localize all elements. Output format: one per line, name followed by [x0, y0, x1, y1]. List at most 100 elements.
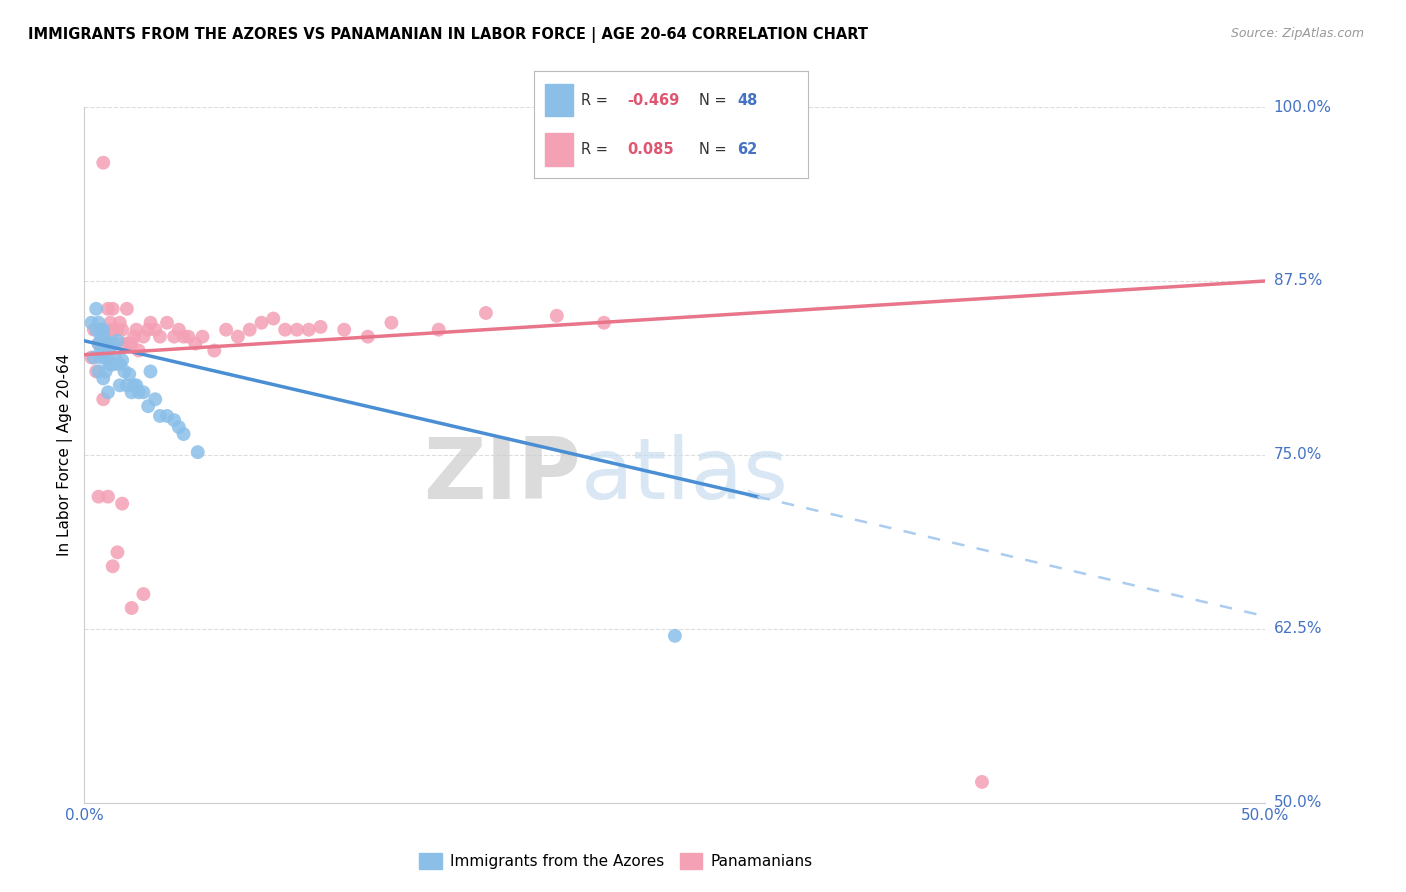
Point	[156, 409, 179, 423]
Point	[101, 559, 124, 574]
Point	[90, 351, 112, 365]
Point	[87, 336, 110, 351]
Point	[87, 336, 110, 351]
Point	[163, 329, 186, 343]
Point	[121, 601, 143, 615]
Text: IMMIGRANTS FROM THE AZORES VS PANAMANIAN IN LABOR FORCE | AGE 20-64 CORRELATION : IMMIGRANTS FROM THE AZORES VS PANAMANIAN…	[28, 27, 868, 43]
Point	[357, 329, 380, 343]
Point	[87, 364, 110, 378]
Point	[111, 323, 134, 337]
Point	[136, 399, 159, 413]
Point	[98, 316, 121, 330]
Point	[115, 378, 138, 392]
Point	[107, 545, 129, 559]
Point	[380, 316, 402, 330]
Point	[173, 329, 195, 343]
Point	[80, 351, 103, 365]
Point	[132, 329, 155, 343]
Point	[90, 329, 112, 343]
Point	[80, 316, 103, 330]
Point	[970, 775, 993, 789]
Point	[91, 329, 114, 343]
Text: R =: R =	[581, 93, 613, 108]
Point	[149, 409, 172, 423]
Point	[664, 629, 686, 643]
Point	[475, 306, 498, 320]
Bar	[546, 84, 572, 116]
Point	[97, 353, 120, 368]
Point	[111, 497, 134, 511]
Point	[111, 353, 134, 368]
Point	[94, 329, 117, 343]
Point	[132, 385, 155, 400]
Point	[83, 351, 105, 365]
Point	[167, 420, 190, 434]
Point	[101, 323, 124, 337]
Point	[139, 364, 162, 378]
Point	[108, 378, 131, 392]
Text: 100.0%: 100.0%	[1274, 100, 1331, 114]
Point	[84, 323, 107, 337]
Point	[121, 385, 143, 400]
Text: 62: 62	[737, 142, 758, 157]
Text: 50.0%: 50.0%	[1274, 796, 1322, 810]
Point	[128, 385, 150, 400]
Text: R =: R =	[581, 142, 617, 157]
Point	[546, 309, 568, 323]
Point	[118, 368, 141, 382]
Point	[94, 334, 117, 348]
Point	[139, 316, 162, 330]
Point	[108, 358, 131, 372]
Point	[298, 323, 321, 337]
Point	[104, 351, 127, 365]
Point	[91, 155, 114, 169]
Point	[87, 316, 110, 330]
Point	[114, 364, 136, 378]
Point	[309, 319, 332, 334]
Point	[177, 329, 200, 343]
Point	[143, 323, 166, 337]
Point	[427, 323, 450, 337]
Text: atlas: atlas	[581, 434, 789, 517]
Point	[333, 323, 356, 337]
Point	[187, 445, 209, 459]
Point	[215, 323, 238, 337]
Point	[173, 427, 195, 442]
Point	[108, 316, 131, 330]
Point	[84, 301, 107, 316]
Text: N =: N =	[699, 93, 731, 108]
Point	[91, 343, 114, 358]
Point	[115, 301, 138, 316]
Point	[91, 323, 114, 337]
Point	[94, 364, 117, 378]
Y-axis label: In Labor Force | Age 20-64: In Labor Force | Age 20-64	[58, 354, 73, 556]
Point	[101, 336, 124, 351]
Point	[101, 301, 124, 316]
Point	[114, 336, 136, 351]
Point	[184, 336, 207, 351]
Text: 62.5%: 62.5%	[1274, 622, 1322, 636]
Point	[97, 490, 120, 504]
Point	[132, 587, 155, 601]
Point	[122, 378, 145, 392]
Point	[250, 316, 273, 330]
Bar	[546, 134, 572, 166]
Point	[167, 323, 190, 337]
Point	[121, 336, 143, 351]
Text: -0.469: -0.469	[627, 93, 679, 108]
Point	[97, 301, 120, 316]
Point	[128, 343, 150, 358]
Point	[285, 323, 308, 337]
Point	[91, 343, 114, 358]
Point	[98, 339, 121, 353]
Point	[156, 316, 179, 330]
Point	[83, 323, 105, 337]
Point	[125, 323, 148, 337]
Text: 75.0%: 75.0%	[1274, 448, 1322, 462]
Point	[274, 323, 297, 337]
Point	[94, 351, 117, 365]
Point	[107, 334, 129, 348]
Point	[149, 329, 172, 343]
Point	[84, 364, 107, 378]
Point	[97, 351, 120, 365]
